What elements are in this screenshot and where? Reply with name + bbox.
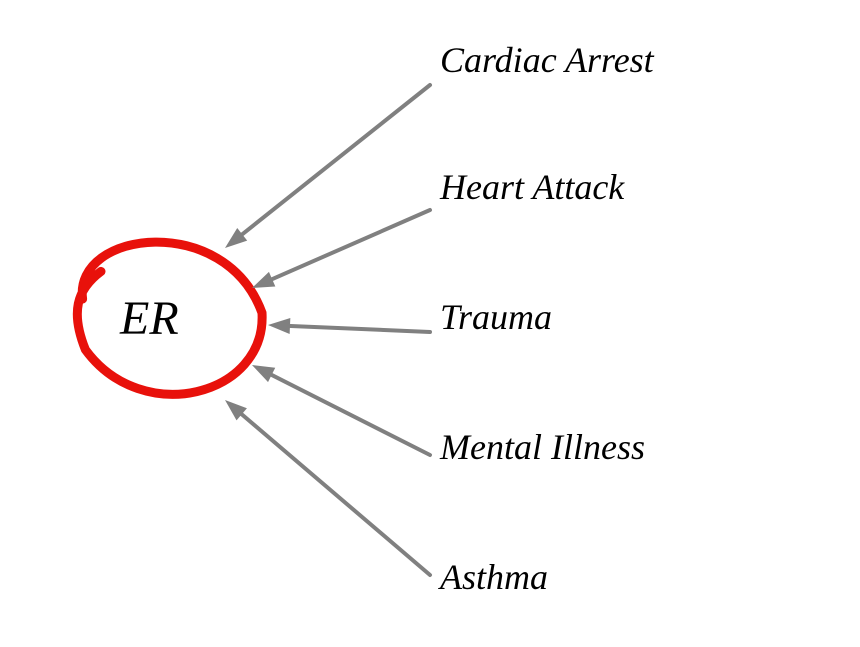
item-label: Asthma [440, 556, 548, 598]
item-label: Cardiac Arrest [440, 39, 654, 81]
arrow-shaft [262, 370, 430, 455]
item-label: Heart Attack [440, 166, 624, 208]
arrow-shaft [233, 407, 430, 575]
arrow-shaft [279, 325, 430, 332]
arrows-group [225, 85, 430, 575]
arrow-head [252, 365, 275, 382]
item-label: Mental Illness [440, 426, 645, 468]
center-label: ER [120, 291, 179, 346]
arrow-shaft [234, 85, 430, 241]
arrow-head [252, 272, 275, 288]
diagram-canvas: ER Cardiac Arrest Heart Attack Trauma Menta… [0, 0, 860, 647]
arrow-head [268, 318, 290, 334]
item-label: Trauma [440, 296, 552, 338]
arrow-shaft [262, 210, 430, 284]
